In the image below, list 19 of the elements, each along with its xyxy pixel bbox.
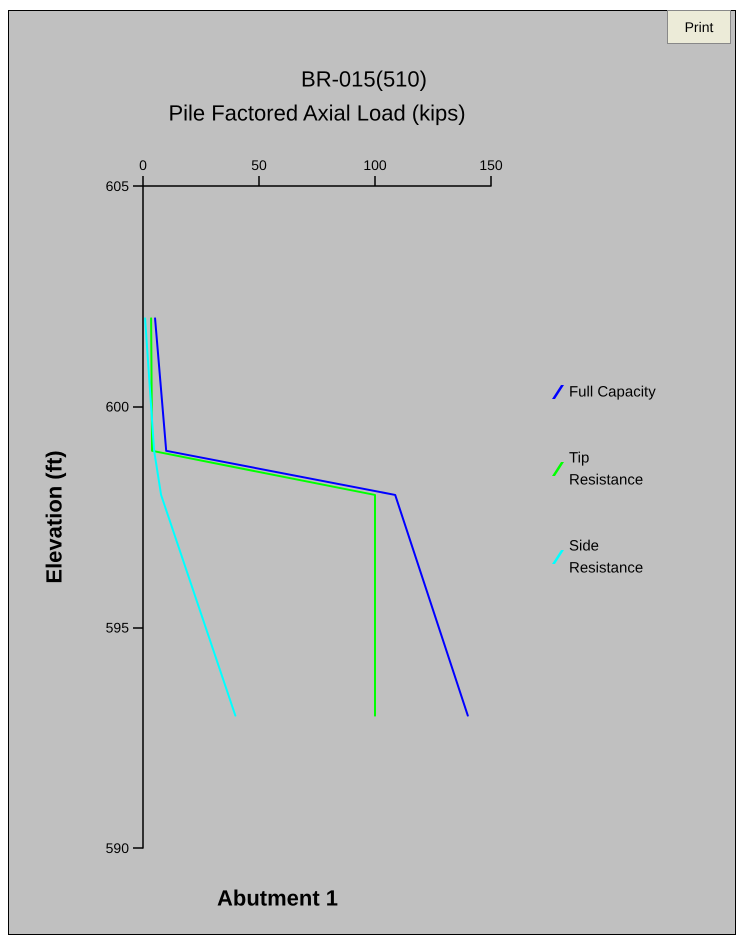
legend-label: Tip Resistance (569, 450, 644, 488)
x-tick-label: 150 (479, 157, 503, 173)
y-tick-label: 590 (106, 840, 130, 856)
x-axis-title: Pile Factored Axial Load (kips) (168, 100, 466, 126)
line-series (144, 317, 236, 717)
x-tick-label: 100 (363, 157, 387, 173)
x-tick-label: 0 (139, 157, 148, 173)
line-series (150, 317, 376, 717)
y-tick-label: 600 (106, 398, 130, 415)
legend-label: Full Capacity (569, 384, 656, 400)
text: Abutment 1 (217, 886, 338, 910)
chart-title: BR-015(510) (301, 66, 427, 92)
legend-label: Side Resistance (569, 538, 644, 576)
x-tick-label: 50 (251, 157, 267, 173)
text: Print (667, 10, 731, 44)
line-series (154, 317, 469, 717)
y-tick-label: 595 (106, 619, 130, 636)
y-tick-label: 605 (106, 178, 130, 194)
y-axis-title: Elevation (ft) (42, 450, 66, 584)
